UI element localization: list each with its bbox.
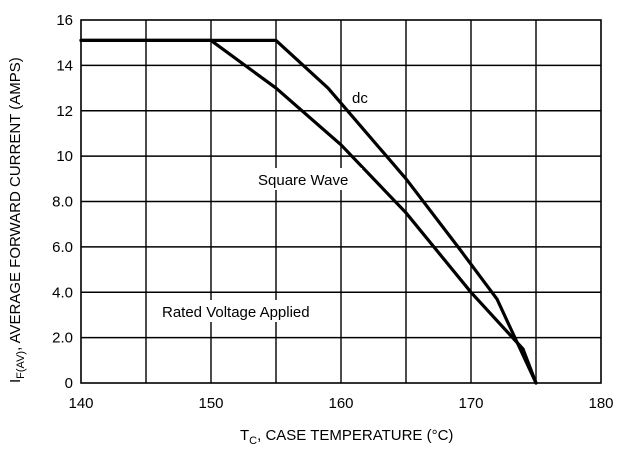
x-tick-label: 160 xyxy=(328,395,353,412)
x-axis-title: TC, CASE TEMPERATURE (°C) xyxy=(240,427,453,447)
x-tick-label: 170 xyxy=(458,395,483,412)
y-tick-label: 16 xyxy=(56,12,73,29)
series-layer xyxy=(79,38,538,385)
series-label-dc: dc xyxy=(352,90,368,107)
y-tick-label: 14 xyxy=(56,57,73,74)
y-axis-title-subscript: F(AV) xyxy=(15,351,27,379)
y-axis-title-prefix: I xyxy=(7,379,24,383)
x-tick-label: 180 xyxy=(588,395,613,412)
series-label-square-wave: Square Wave xyxy=(258,172,348,189)
y-tick-label: 12 xyxy=(56,103,73,120)
y-tick-label: 8.0 xyxy=(52,194,73,211)
y-axis-title-rest: , AVERAGE FORWARD CURRENT (AMPS) xyxy=(7,57,24,351)
y-axis-title: IF(AV), AVERAGE FORWARD CURRENT (AMPS) xyxy=(7,57,27,383)
y-tick-labels: 0 2.0 4.0 6.0 8.0 10 12 14 16 xyxy=(52,12,73,392)
dc-label-mask xyxy=(348,87,376,107)
y-tick-label: 2.0 xyxy=(52,330,73,347)
x-axis-title-rest: , CASE TEMPERATURE (°C) xyxy=(257,427,453,444)
y-tick-label: 4.0 xyxy=(52,284,73,301)
series-line-square-wave xyxy=(79,38,538,385)
x-axis-title-prefix: T xyxy=(240,427,249,444)
grid xyxy=(81,20,601,383)
x-tick-label: 150 xyxy=(198,395,223,412)
x-tick-labels: 140 150 160 170 180 xyxy=(68,395,613,412)
annotation-rated-voltage: Rated Voltage Applied xyxy=(162,304,310,321)
plot-frame xyxy=(80,19,602,384)
x-tick-label: 140 xyxy=(68,395,93,412)
y-tick-label: 6.0 xyxy=(52,239,73,256)
y-tick-label: 0 xyxy=(65,375,73,392)
series-line-dc xyxy=(79,38,538,385)
square-wave-label-mask xyxy=(254,168,362,190)
annotation-mask xyxy=(158,300,330,322)
x-axis-title-subscript: C xyxy=(249,435,257,447)
y-tick-label: 10 xyxy=(56,148,73,165)
